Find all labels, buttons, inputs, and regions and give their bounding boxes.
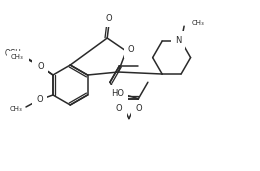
Text: CH₃: CH₃ — [10, 54, 23, 60]
Text: O: O — [135, 104, 142, 113]
Text: O: O — [106, 14, 113, 23]
Text: CH₃: CH₃ — [9, 106, 22, 112]
Text: HO: HO — [111, 89, 124, 98]
Text: O: O — [128, 45, 134, 54]
Text: O: O — [38, 62, 44, 70]
Text: O: O — [116, 104, 122, 113]
Text: O: O — [37, 95, 43, 104]
Text: OCH₃: OCH₃ — [5, 49, 25, 58]
Text: CH₃: CH₃ — [192, 20, 205, 26]
Text: N: N — [175, 36, 181, 45]
Text: O: O — [37, 61, 43, 70]
